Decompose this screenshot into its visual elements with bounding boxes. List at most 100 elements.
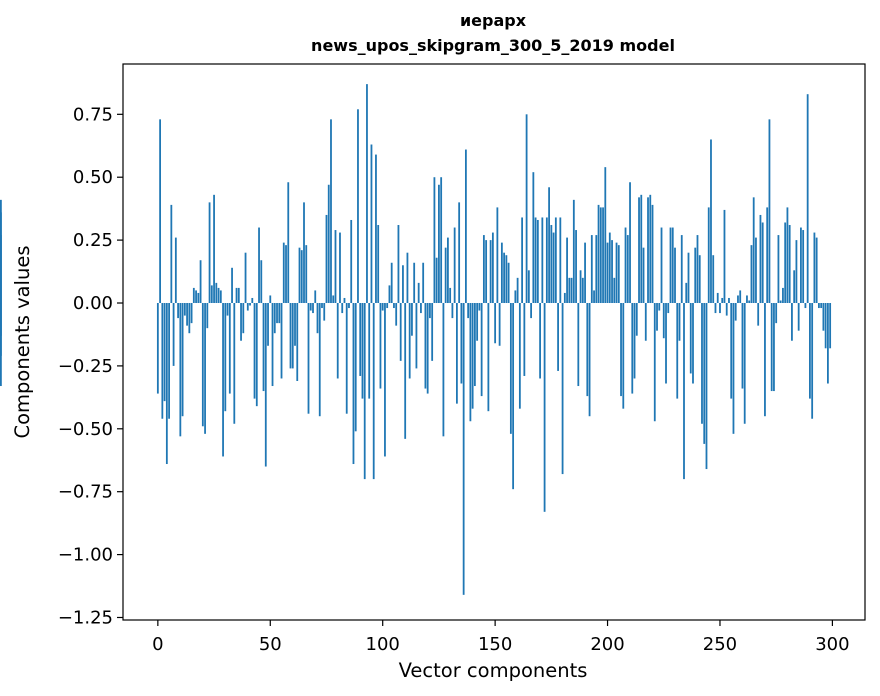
bar-64 — [300, 250, 303, 304]
bar-10 — [179, 303, 182, 437]
bar-183 — [568, 277, 571, 304]
bar-4 — [165, 303, 168, 465]
bar-193 — [590, 235, 593, 304]
bar-272 — [768, 119, 771, 304]
bar-52 — [273, 303, 276, 334]
y-axis-label: Components values — [11, 246, 34, 439]
bar-229 — [671, 227, 674, 304]
bar-251 — [721, 297, 724, 304]
bar-107 — [397, 225, 400, 304]
bar-16 — [192, 287, 195, 304]
bar-191 — [586, 303, 589, 397]
bar-286 — [800, 227, 802, 304]
bar-49 — [267, 303, 269, 346]
bar-224 — [660, 227, 663, 304]
bar-288 — [804, 303, 807, 309]
bar-241 — [698, 255, 701, 304]
bar-211 — [631, 303, 634, 394]
bar-53 — [276, 303, 278, 324]
bar-44 — [255, 303, 258, 407]
bar-154 — [503, 252, 506, 304]
bar-278 — [782, 287, 784, 304]
bar-25 — [213, 194, 215, 304]
bar-103 — [388, 285, 391, 304]
bar-undefined — [0, 303, 2, 336]
bar-256 — [732, 303, 735, 434]
bar-127 — [442, 303, 445, 437]
bar-273 — [770, 303, 773, 392]
bar-90 — [359, 303, 362, 376]
bar-176 — [552, 232, 555, 304]
bar-74 — [323, 303, 326, 321]
bar-50 — [269, 295, 272, 304]
bar-232 — [678, 303, 681, 341]
bar-290 — [809, 303, 811, 399]
y-tick-label: 0.50 — [73, 167, 113, 188]
bar-18 — [197, 292, 200, 304]
bar-104 — [390, 262, 393, 304]
bar-62 — [296, 303, 299, 381]
bar-17 — [195, 290, 197, 304]
bar-212 — [633, 303, 636, 379]
bar-245 — [707, 207, 710, 304]
bar-65 — [303, 202, 305, 304]
bar-87 — [352, 303, 355, 465]
bar-120 — [426, 303, 429, 394]
bar-222 — [656, 303, 658, 331]
bar-220 — [651, 204, 654, 304]
bar-6 — [170, 204, 173, 304]
bar-294 — [818, 303, 820, 309]
bar-281 — [788, 225, 791, 304]
bar-101 — [384, 303, 386, 457]
bar-118 — [422, 262, 425, 304]
bar-194 — [593, 290, 595, 304]
bar-279 — [784, 222, 787, 304]
bar-244 — [705, 303, 708, 470]
bar-206 — [620, 303, 622, 397]
bar-61 — [294, 303, 296, 346]
bar-186 — [575, 230, 577, 304]
bar-11 — [181, 303, 184, 417]
bar-106 — [395, 303, 398, 326]
bar-undefined — [0, 212, 2, 304]
bar-98 — [377, 225, 380, 304]
bar-129 — [447, 237, 449, 304]
bar-99 — [379, 303, 382, 389]
bar-170 — [539, 303, 541, 379]
bar-221 — [653, 303, 656, 422]
bar-113 — [411, 303, 413, 336]
bar-247 — [712, 255, 715, 304]
bar-270 — [764, 303, 766, 417]
bar-204 — [615, 242, 618, 304]
bar-110 — [404, 303, 407, 439]
bar-205 — [617, 245, 620, 304]
x-tick-label: 100 — [366, 634, 400, 655]
bar-262 — [746, 295, 748, 304]
bar-277 — [779, 300, 782, 304]
bar-56 — [282, 242, 285, 304]
bar-190 — [584, 242, 586, 304]
bar-47 — [262, 303, 265, 392]
x-tick-label: 50 — [259, 634, 282, 655]
bar-175 — [550, 225, 553, 304]
bar-135 — [460, 303, 463, 384]
bar-295 — [820, 303, 823, 309]
bar-86 — [350, 219, 353, 304]
bar-296 — [822, 303, 825, 331]
bar-269 — [761, 222, 764, 304]
bar-151 — [496, 207, 499, 304]
bar-2 — [161, 303, 164, 419]
bar-111 — [406, 252, 409, 304]
bar-3 — [163, 303, 166, 402]
bar-292 — [813, 232, 816, 304]
bar-153 — [500, 242, 503, 304]
bar-266 — [755, 237, 757, 304]
bar-15 — [190, 303, 193, 324]
x-tick-label: 250 — [703, 634, 737, 655]
y-axis-ticks: 0.75 0.50 0.25 0.00 −0.25 −0.50 −0.75 −1.00 −1.2… — [58, 104, 123, 628]
x-tick-label: 0 — [152, 634, 163, 655]
bar-35 — [235, 287, 238, 304]
bar-59 — [289, 303, 292, 369]
bar-141 — [473, 303, 476, 387]
